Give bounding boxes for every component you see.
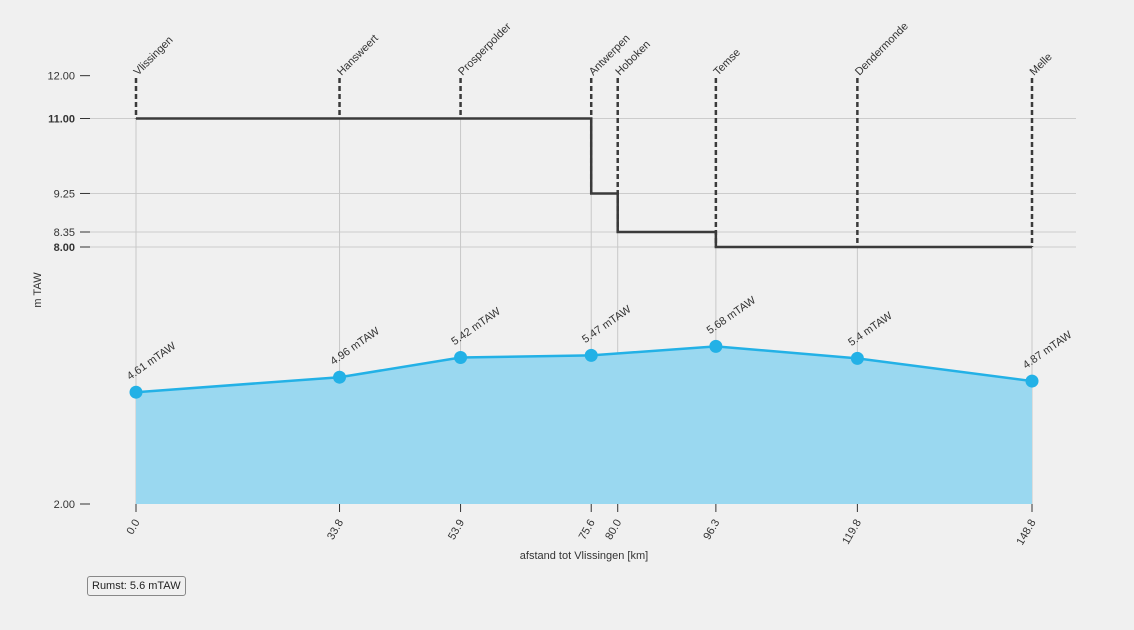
- water-value-label: 5.42 mTAW: [449, 305, 503, 348]
- x-tick-label: 0.0: [125, 518, 143, 537]
- dike-step-layer: [134, 78, 1034, 249]
- y-axis-title: m TAW: [32, 272, 44, 308]
- x-axis-title: afstand tot Vlissingen [km]: [520, 550, 648, 562]
- x-tick-label: 53.9: [446, 518, 467, 543]
- water-point[interactable]: [709, 339, 723, 353]
- y-tick-label: 8.00: [54, 242, 75, 254]
- station-label: Melle: [1028, 51, 1055, 78]
- water-area: [136, 346, 1032, 504]
- station-label: Prosperpolder: [456, 21, 514, 79]
- water-value-label: 4.61 mTAW: [125, 340, 179, 383]
- water-point[interactable]: [454, 351, 468, 365]
- water-value-label: 5.4 mTAW: [846, 310, 895, 349]
- water-value-label: 5.47 mTAW: [580, 303, 634, 346]
- y-tick-label: 12.00: [47, 71, 75, 83]
- grid-layer: [90, 118, 1076, 248]
- x-tick-label: 148.8: [1014, 518, 1038, 548]
- y-tick-label: 2.00: [54, 499, 75, 511]
- water-point-layer[interactable]: [129, 339, 1039, 399]
- x-axis: 0.0 33.8 53.9 75.6 80.0 96.3 119.8 148.8: [125, 504, 1039, 547]
- y-tick-label: 9.25: [54, 188, 75, 200]
- x-tick-label: 80.0: [603, 518, 624, 543]
- x-tick-label: 75.6: [577, 518, 598, 543]
- y-tick-label: 11.00: [48, 114, 75, 126]
- water-point[interactable]: [584, 348, 598, 362]
- water-point[interactable]: [129, 385, 143, 399]
- y-tick-label: 8.35: [54, 227, 75, 239]
- y-axis: 2.00 8.00 8.35 9.25 11.00 12.00: [47, 71, 90, 511]
- water-point[interactable]: [333, 370, 347, 384]
- x-tick-label: 33.8: [325, 518, 346, 543]
- station-labels: Vlissingen Hansweert Prosperpolder Antwerpe…: [132, 20, 1055, 78]
- x-tick-label: 119.8: [840, 518, 864, 547]
- station-label: Vlissingen: [132, 34, 176, 78]
- dike-step-line: [136, 117, 1032, 249]
- water-value-label: 5.68 mTAW: [705, 294, 759, 337]
- station-label: Temse: [712, 47, 743, 78]
- tooltip: Rumst: 5.6 mTAW: [87, 576, 186, 596]
- water-point[interactable]: [850, 351, 864, 365]
- water-value-label: 4.87 mTAW: [1021, 329, 1075, 372]
- water-area-layer: [135, 345, 1033, 504]
- x-tick-label: 96.3: [701, 518, 722, 543]
- tooltip-text: Rumst: 5.6 mTAW: [92, 580, 181, 592]
- station-label: Dendermonde: [853, 20, 911, 78]
- station-label: Hansweert: [335, 32, 381, 78]
- water-point[interactable]: [1025, 374, 1039, 388]
- water-value-label: 4.96 mTAW: [328, 325, 382, 368]
